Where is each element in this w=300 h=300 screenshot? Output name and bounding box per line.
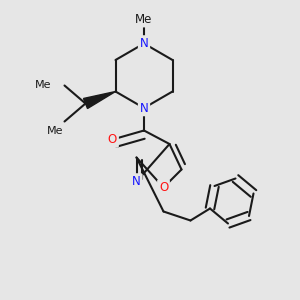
Text: Me: Me <box>135 13 153 26</box>
Text: O: O <box>159 181 168 194</box>
Text: N: N <box>140 101 148 115</box>
Text: O: O <box>108 133 117 146</box>
Text: Me: Me <box>35 80 52 91</box>
Text: Me: Me <box>47 125 64 136</box>
Polygon shape <box>83 92 116 109</box>
Text: N: N <box>132 175 141 188</box>
Text: N: N <box>140 37 148 50</box>
